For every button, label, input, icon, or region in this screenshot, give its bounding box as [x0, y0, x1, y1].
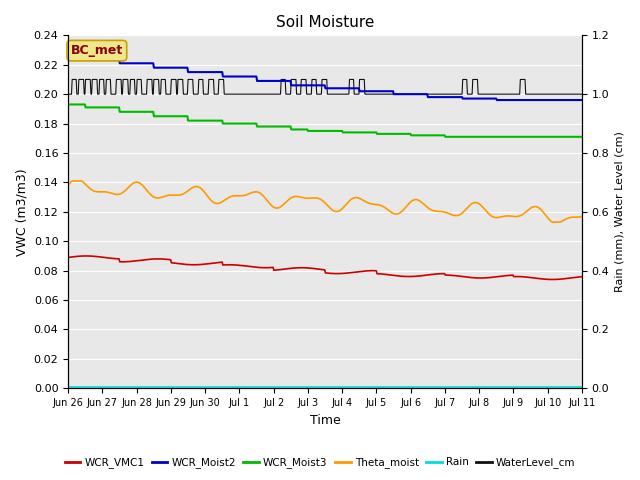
WaterLevel_cm [245, 91, 253, 97]
Y-axis label: VWC (m3/m3): VWC (m3/m3) [15, 168, 28, 256]
WCR_Moist3 [219, 120, 227, 126]
WCR_VMC1 [245, 264, 253, 269]
Line: WCR_Moist2: WCR_Moist2 [68, 51, 582, 100]
WCR_Moist3 [442, 134, 449, 140]
WCR_Moist2 [406, 91, 414, 97]
WCR_Moist3 [378, 131, 385, 137]
Theta_moist [578, 214, 586, 219]
WCR_VMC1 [378, 271, 386, 277]
Theta_moist [548, 219, 556, 225]
WCR_Moist3 [244, 120, 252, 126]
WCR_Moist2 [219, 73, 227, 79]
WCR_Moist2 [493, 97, 500, 103]
Theta_moist [220, 198, 227, 204]
WaterLevel_cm [378, 91, 386, 97]
WCR_VMC1 [125, 259, 133, 264]
Rain [244, 384, 252, 390]
WCR_VMC1 [407, 274, 415, 279]
WCR_VMC1 [548, 276, 556, 282]
WCR_VMC1 [220, 262, 227, 268]
Line: WaterLevel_cm: WaterLevel_cm [68, 80, 582, 94]
Line: Theta_moist: Theta_moist [68, 181, 582, 222]
Theta_moist [407, 199, 415, 204]
WCR_VMC1 [264, 265, 272, 271]
Rain [378, 384, 385, 390]
WaterLevel_cm [264, 91, 272, 97]
Rain [264, 384, 271, 390]
Line: WCR_VMC1: WCR_VMC1 [68, 256, 582, 279]
Rain [64, 384, 72, 390]
Line: WCR_Moist3: WCR_Moist3 [68, 105, 582, 137]
Theta_moist [64, 182, 72, 188]
WCR_Moist2 [378, 88, 385, 94]
Y-axis label: Rain (mm), Water Level (cm): Rain (mm), Water Level (cm) [615, 132, 625, 292]
WaterLevel_cm [407, 91, 415, 97]
Rain [578, 384, 586, 390]
WaterLevel_cm [68, 77, 76, 83]
WCR_Moist3 [64, 102, 72, 108]
WCR_Moist2 [244, 73, 252, 79]
Theta_moist [264, 199, 272, 205]
WCR_Moist2 [578, 97, 586, 103]
WaterLevel_cm [64, 91, 72, 97]
WaterLevel_cm [125, 91, 133, 97]
Rain [219, 384, 227, 390]
X-axis label: Time: Time [310, 414, 340, 427]
WCR_Moist3 [264, 124, 271, 130]
WCR_Moist3 [578, 134, 586, 140]
Theta_moist [125, 184, 133, 190]
Rain [406, 384, 414, 390]
WCR_Moist3 [125, 109, 132, 115]
WCR_Moist2 [264, 78, 271, 84]
Legend: WCR_VMC1, WCR_Moist2, WCR_Moist3, Theta_moist, Rain, WaterLevel_cm: WCR_VMC1, WCR_Moist2, WCR_Moist3, Theta_… [60, 453, 580, 472]
Theta_moist [378, 203, 386, 209]
Rain [125, 384, 132, 390]
WaterLevel_cm [220, 77, 227, 83]
Title: Soil Moisture: Soil Moisture [276, 15, 374, 30]
WaterLevel_cm [578, 91, 586, 97]
WCR_VMC1 [83, 253, 90, 259]
Theta_moist [245, 191, 253, 197]
WCR_Moist2 [64, 48, 72, 54]
Theta_moist [68, 178, 76, 184]
WCR_Moist2 [125, 60, 132, 66]
WCR_VMC1 [578, 274, 586, 280]
WCR_VMC1 [64, 254, 72, 260]
Text: BC_met: BC_met [71, 44, 123, 57]
WCR_Moist3 [406, 131, 414, 137]
